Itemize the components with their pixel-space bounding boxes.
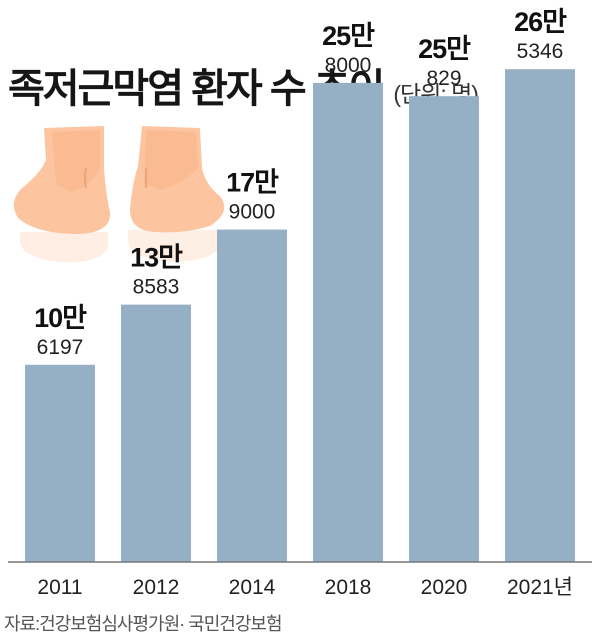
bar-2021년: [505, 69, 575, 562]
value-label-sub: 8583: [133, 276, 180, 299]
value-label-main: 26만: [514, 7, 567, 37]
x-tick-label: 2011: [37, 576, 82, 599]
bar-2011: [25, 364, 95, 562]
value-label-main: 25만: [322, 21, 375, 51]
value-label-main: 25만: [418, 34, 471, 64]
feet-illustration: [13, 126, 225, 263]
bar-2012: [121, 304, 191, 562]
bar-2014: [217, 229, 287, 563]
labels-layer: 10만 6197 2011 13만 8583 2012 17만 9000 2014 25만 8000…: [34, 7, 573, 599]
x-tick-label: 2012: [133, 576, 180, 599]
bars-layer: [25, 69, 575, 563]
x-tick-label: 2014: [229, 576, 276, 599]
value-label-sub: 5346: [517, 40, 564, 63]
value-label-sub: 9000: [229, 201, 276, 224]
value-label-sub: 829: [426, 67, 461, 90]
value-label-main: 13만: [130, 243, 183, 273]
bar-2018: [313, 82, 383, 562]
x-tick-label: 2020: [421, 576, 468, 599]
value-label-main: 17만: [226, 168, 279, 198]
source-note: 자료:건강보험심사평가원· 국민건강보험: [4, 614, 283, 634]
x-tick-label: 2021년: [507, 576, 573, 599]
x-tick-label: 2018: [325, 576, 372, 599]
value-label-sub: 6197: [37, 336, 84, 359]
bar-2020: [409, 96, 479, 562]
value-label-sub: 8000: [325, 54, 372, 77]
value-label-main: 10만: [34, 303, 87, 333]
